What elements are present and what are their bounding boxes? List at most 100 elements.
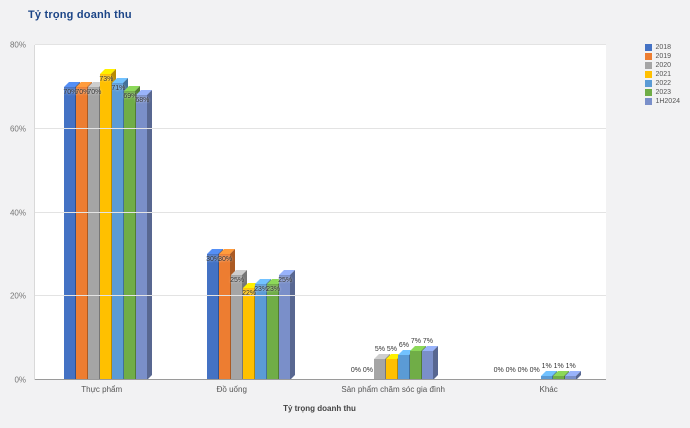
legend-marker: [645, 44, 653, 51]
bar-slot: 1%: [552, 45, 565, 380]
legend-marker: [645, 80, 653, 87]
bar-value-label: 70%: [87, 88, 102, 96]
bar-value-label: 73%: [99, 76, 114, 84]
bar-slot: 0%: [350, 45, 362, 380]
bar-value-label: 70%: [63, 88, 78, 96]
bar-2023: [267, 283, 279, 380]
legend-label: 2022: [655, 80, 672, 87]
bar-2020: [373, 359, 385, 380]
legend-item-2021: 2021: [645, 71, 680, 78]
bar-value-label: 0%: [517, 367, 528, 374]
bar-group: 30% 30% 25% 22% 23% 23% 25%: [206, 45, 293, 380]
bar-2023: [124, 91, 136, 380]
bar-value-label: 68%: [135, 97, 150, 105]
gridline: [35, 379, 606, 380]
bar-value-label: 25%: [278, 277, 293, 285]
bar-2019: [76, 86, 88, 380]
bar-slot: 71%: [111, 45, 126, 380]
bar-value-label: 23%: [266, 285, 281, 293]
bar-slot: 7%: [421, 45, 434, 380]
legend-item-2022: 2022: [645, 80, 680, 87]
legend-item-2018: 2018: [645, 44, 680, 51]
legend-label: 2019: [655, 53, 672, 60]
bar-slot: 25%: [278, 45, 293, 380]
bar-slot: 0%: [362, 45, 374, 380]
plot-area: 70% 70% 70% 73% 71% 69% 68% 30% 30% 25% 22% 23% 23% 2…: [34, 44, 606, 380]
bar-value-label: 6%: [398, 341, 409, 349]
legend-item-2023: 2023: [645, 89, 680, 96]
bar-slot: 1%: [540, 45, 553, 380]
bar-2022: [397, 354, 409, 380]
bar-value-label: 71%: [111, 84, 126, 92]
bar-slot: 0%: [517, 45, 529, 380]
bar-value-label: 70%: [75, 88, 90, 96]
bar-2023: [409, 350, 421, 380]
y-tick-label: 60%: [9, 124, 26, 134]
gridline: [35, 211, 606, 213]
y-tick-label: 80%: [9, 40, 26, 50]
bar-slot: 70%: [75, 45, 90, 380]
bar-group: 0% 0% 5% 5% 6% 7% 7%: [350, 45, 434, 380]
bar-value-label: 7%: [410, 337, 421, 345]
bar-slot: 0%: [493, 45, 505, 380]
legend-item-2020: 2020: [645, 62, 680, 69]
gridline: [35, 44, 606, 45]
bar-value-label: 69%: [123, 93, 138, 101]
x-axis-category-labels: Thực phẩm Đồ uống Sản phẩm chăm sóc gia đì…: [34, 385, 605, 394]
bar-value-label: 0%: [493, 367, 504, 374]
y-tick-label: 20%: [9, 291, 26, 301]
bar-slot: 23%: [254, 45, 268, 380]
bar-slot: 5%: [373, 45, 386, 380]
legend-label: 2023: [655, 89, 672, 96]
bar-2022: [540, 375, 552, 380]
bar-value-label: 5%: [386, 346, 397, 354]
bar-slot: 70%: [87, 45, 102, 380]
legend-item-1H2024: 1H2024: [645, 98, 680, 105]
legend-marker: [645, 62, 653, 69]
bar-value-label: 22%: [242, 289, 257, 297]
bar-slot: 6%: [397, 45, 410, 380]
legend-marker: [645, 71, 653, 78]
bar-slot: 70%: [63, 45, 78, 380]
bar-value-label: 30%: [206, 256, 221, 264]
bar-value-label: 0%: [362, 367, 373, 374]
bar-slot: 23%: [266, 45, 281, 380]
bar-2019: [219, 254, 231, 380]
y-tick-label: 0%: [14, 375, 26, 385]
bar-2018: [207, 254, 219, 380]
bar-slot: 0%: [505, 45, 517, 380]
legend-marker: [645, 53, 653, 60]
bar-1H2024: [564, 375, 576, 380]
legend-label: 1H2024: [655, 98, 680, 105]
bar-value-label: 7%: [422, 337, 433, 345]
bar-2022: [255, 283, 267, 380]
bar-group: 0% 0% 0% 0% 1% 1% 1%: [493, 45, 577, 380]
bar-slot: 25%: [230, 45, 245, 380]
bar-slot: 30%: [206, 45, 221, 380]
legend-label: 2018: [655, 44, 672, 51]
bar-value-label: 0%: [350, 367, 361, 374]
bar-slot: 22%: [242, 45, 257, 380]
bar-2018: [64, 86, 76, 380]
y-axis: 0% 20% 40% 60% 80%: [0, 41, 30, 385]
bar-value-label: 1%: [565, 362, 576, 370]
x-axis-title: Tỷ trọng doanh thu: [283, 404, 356, 413]
bar-slot: 1%: [564, 45, 577, 380]
bar-value-label: 25%: [230, 277, 245, 285]
bar-1H2024: [421, 350, 433, 380]
bar-value-label: 5%: [374, 346, 385, 354]
gridline: [35, 295, 606, 297]
legend-marker: [645, 98, 653, 105]
bar-slot: 73%: [99, 45, 114, 380]
y-tick-label: 40%: [9, 208, 26, 217]
legend-item-2019: 2019: [645, 53, 680, 60]
bar-2022: [112, 82, 124, 380]
legend-label: 2021: [655, 71, 672, 78]
bar-slot: 0%: [529, 45, 541, 380]
bar-2020: [88, 86, 100, 380]
bar-slot: 30%: [218, 45, 232, 380]
bar-1H2024: [279, 275, 291, 380]
bar-slot: 7%: [409, 45, 422, 380]
bar-2021: [243, 287, 255, 380]
